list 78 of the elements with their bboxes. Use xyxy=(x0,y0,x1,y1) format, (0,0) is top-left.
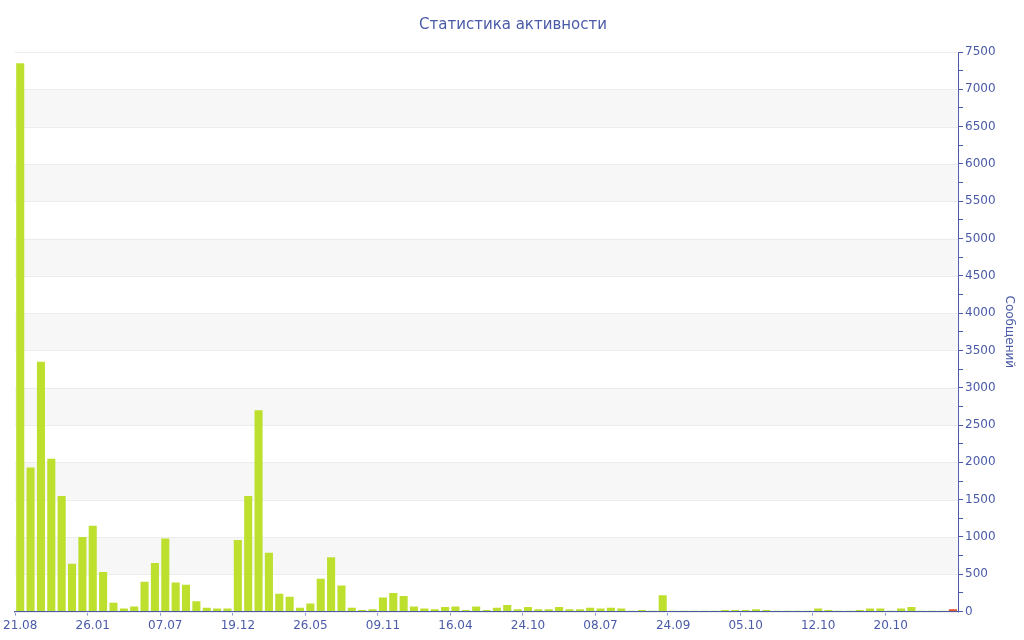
bar xyxy=(264,552,273,612)
bar xyxy=(451,606,460,612)
bar xyxy=(327,557,336,612)
x-tick-label: 21.08 xyxy=(3,617,38,632)
chart-title: Статистика активности xyxy=(419,14,607,33)
bar xyxy=(389,592,398,612)
bar xyxy=(606,607,615,612)
bar xyxy=(378,597,387,612)
y-tick-label: 7500 xyxy=(965,44,996,59)
x-tick-label: 24.09 xyxy=(655,617,691,632)
y-tick-label: 500 xyxy=(965,566,988,581)
x-tick-label: 19.12 xyxy=(220,617,256,632)
bar xyxy=(57,495,66,612)
bar xyxy=(171,582,180,612)
bar xyxy=(503,604,512,612)
bar xyxy=(492,607,501,612)
bar xyxy=(140,581,149,612)
bar xyxy=(130,606,139,612)
y-tick-label: 0 xyxy=(965,603,973,618)
y-tick-label: 1000 xyxy=(965,529,996,544)
bar xyxy=(223,608,232,612)
bar xyxy=(192,601,201,612)
bar xyxy=(658,595,667,612)
x-tick-label: 12.10 xyxy=(800,617,836,632)
y-tick-label: 3000 xyxy=(965,379,996,394)
x-tick-label: 05.10 xyxy=(728,617,763,632)
y-tick-label: 2000 xyxy=(965,454,996,469)
y-tick-label: 5500 xyxy=(965,193,996,208)
bar xyxy=(316,578,325,612)
y-tick-label: 3500 xyxy=(965,342,996,357)
x-tick-label: 26.01 xyxy=(75,617,110,632)
bar xyxy=(181,584,191,612)
y-tick-label: 4000 xyxy=(965,305,996,320)
bar xyxy=(306,603,315,612)
bar xyxy=(244,495,253,612)
bar xyxy=(67,563,77,612)
x-tick-label: 24.10 xyxy=(510,617,546,632)
bar xyxy=(16,63,25,612)
x-tick-label: 26.05 xyxy=(293,617,328,632)
bar xyxy=(472,606,481,612)
bar xyxy=(337,585,346,612)
bar xyxy=(586,607,595,612)
y-tick-label: 5000 xyxy=(965,230,996,245)
y-tick-label: 6500 xyxy=(965,118,996,133)
y-tick-label: 7000 xyxy=(965,81,996,96)
bar xyxy=(26,467,35,612)
bar xyxy=(523,607,533,612)
bar xyxy=(399,595,408,612)
bar xyxy=(285,596,294,612)
bar xyxy=(47,458,56,612)
bar xyxy=(78,536,87,612)
bar xyxy=(275,593,284,612)
bar xyxy=(150,563,159,612)
x-tick-label: 20.10 xyxy=(873,617,908,632)
bar xyxy=(441,607,450,612)
bar xyxy=(295,607,305,612)
bar xyxy=(88,525,97,612)
bar xyxy=(99,572,108,612)
x-tick-label: 08.07 xyxy=(583,617,618,632)
y-tick-label: 6000 xyxy=(965,156,996,171)
bar xyxy=(409,606,419,612)
y-tick-label: 1500 xyxy=(965,491,996,506)
x-tick-label: 07.07 xyxy=(148,617,183,632)
bar xyxy=(161,538,170,612)
y-tick-label: 2500 xyxy=(965,417,996,432)
bar xyxy=(555,607,564,612)
bar xyxy=(254,410,263,612)
x-tick-label: 16.04 xyxy=(438,617,473,632)
bar xyxy=(109,602,118,612)
y-tick-label: 4500 xyxy=(965,267,996,282)
bar xyxy=(36,361,45,612)
bar xyxy=(233,539,242,612)
bar xyxy=(202,607,211,612)
x-tick-label: 09.11 xyxy=(365,617,401,632)
bar xyxy=(907,607,916,612)
bar xyxy=(347,607,356,612)
bar xyxy=(596,608,605,612)
y-axis-title: Сообщений xyxy=(1002,295,1017,369)
